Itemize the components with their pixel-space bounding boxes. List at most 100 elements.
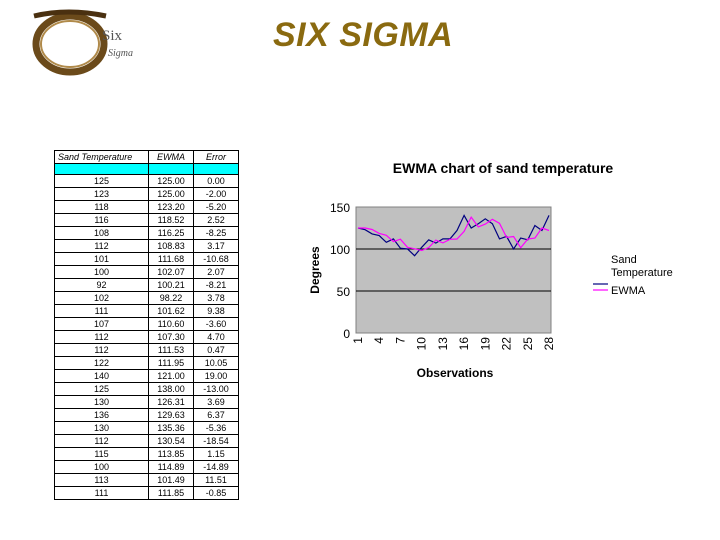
table-header-row: Sand Temperature EWMA Error bbox=[54, 150, 239, 164]
cell-sand-temperature: 130 bbox=[54, 395, 149, 409]
cell-sand-temperature: 112 bbox=[54, 343, 149, 357]
cell-sand-temperature: 101 bbox=[54, 252, 149, 266]
table-highlight-row bbox=[54, 163, 239, 175]
table-row: 140 121.00 19.00 bbox=[54, 369, 239, 383]
table-row: 130 135.36 -5.36 bbox=[54, 421, 239, 435]
cell-sand-temperature: 113 bbox=[54, 473, 149, 487]
cell-error: 0.00 bbox=[193, 174, 239, 188]
y-tick-label: 100 bbox=[330, 243, 350, 257]
table-row: 123 125.00 -2.00 bbox=[54, 187, 239, 201]
cell-error: -0.85 bbox=[193, 486, 239, 500]
x-tick-label: 22 bbox=[500, 337, 514, 351]
x-tick-label: 25 bbox=[521, 337, 535, 351]
cell-error: -8.25 bbox=[193, 226, 239, 240]
cell-ewma: 107.30 bbox=[148, 330, 194, 344]
cell-error: 3.17 bbox=[193, 239, 239, 253]
cell-sand-temperature: 130 bbox=[54, 421, 149, 435]
cell-ewma: 118.52 bbox=[148, 213, 194, 227]
cell-error: -3.60 bbox=[193, 317, 239, 331]
y-tick-label: 0 bbox=[343, 327, 350, 341]
cell-error: -18.54 bbox=[193, 434, 239, 448]
column-header-error: Error bbox=[193, 150, 239, 164]
cell-ewma: 111.68 bbox=[148, 252, 194, 266]
cell-error: -2.00 bbox=[193, 187, 239, 201]
cell-ewma: 108.83 bbox=[148, 239, 194, 253]
cell-error: -8.21 bbox=[193, 278, 239, 292]
table-row: 100 114.89 -14.89 bbox=[54, 460, 239, 474]
cell-ewma: 114.89 bbox=[148, 460, 194, 474]
cell-ewma: 121.00 bbox=[148, 369, 194, 383]
cell-sand-temperature: 92 bbox=[54, 278, 149, 292]
y-axis-label: Degrees bbox=[308, 246, 322, 294]
table-row: 115 113.85 1.15 bbox=[54, 447, 239, 461]
table-row: 92 100.21 -8.21 bbox=[54, 278, 239, 292]
cell-sand-temperature: 112 bbox=[54, 239, 149, 253]
cell-ewma: 123.20 bbox=[148, 200, 194, 214]
table-row: 130 126.31 3.69 bbox=[54, 395, 239, 409]
cell-sand-temperature: 100 bbox=[54, 460, 149, 474]
legend-label-ewma: EWMA bbox=[611, 285, 646, 297]
cell-error: 3.78 bbox=[193, 291, 239, 305]
x-axis-ticks: 1 4 7 10 13 16 19 22 25 28 bbox=[351, 337, 556, 351]
grid-lines bbox=[356, 248, 551, 292]
cell-ewma: 135.36 bbox=[148, 421, 194, 435]
table-row: 111 101.62 9.38 bbox=[54, 304, 239, 318]
cell-sand-temperature: 112 bbox=[54, 434, 149, 448]
table-row: 125 125.00 0.00 bbox=[54, 174, 239, 188]
table-row: 113 101.49 11.51 bbox=[54, 473, 239, 487]
cell-error: 3.69 bbox=[193, 395, 239, 409]
cell-error: 2.07 bbox=[193, 265, 239, 279]
cell-ewma: 101.49 bbox=[148, 473, 194, 487]
cell-sand-temperature: 107 bbox=[54, 317, 149, 331]
logo-sigma-text: Sigma bbox=[108, 48, 133, 59]
cell-error: 1.15 bbox=[193, 447, 239, 461]
logo-ring bbox=[32, 12, 108, 76]
y-axis-ticks: 0 50 100 150 bbox=[330, 201, 350, 341]
x-axis-label: Observations bbox=[417, 366, 494, 380]
table-row: 122 111.95 10.05 bbox=[54, 356, 239, 370]
table-row: 102 98.22 3.78 bbox=[54, 291, 239, 305]
chart-legend: Sand Temperature EWMA bbox=[593, 254, 673, 297]
cell-ewma: 100.21 bbox=[148, 278, 194, 292]
logo-ring-inner bbox=[40, 20, 100, 68]
cell-ewma: 129.63 bbox=[148, 408, 194, 422]
cell-ewma: 116.25 bbox=[148, 226, 194, 240]
cell-error: 6.37 bbox=[193, 408, 239, 422]
cell-sand-temperature: 111 bbox=[54, 304, 149, 318]
series-lines bbox=[357, 214, 550, 257]
six-sigma-logo: Six Sigma bbox=[32, 9, 133, 76]
cell-sand-temperature: 111 bbox=[54, 486, 149, 500]
table-body: 125 125.00 0.00 123 125.00 -2.00 118 123.20 -5.2… bbox=[54, 163, 239, 500]
cell-error: 10.05 bbox=[193, 356, 239, 370]
x-tick-label: 7 bbox=[393, 337, 407, 344]
cell-sand-temperature: 108 bbox=[54, 226, 149, 240]
logo-six-text: Six bbox=[102, 28, 123, 44]
cell-sand-temperature: 115 bbox=[54, 447, 149, 461]
cell-ewma: 138.00 bbox=[148, 382, 194, 396]
cell-sand-temperature: 122 bbox=[54, 356, 149, 370]
table-row: 108 116.25 -8.25 bbox=[54, 226, 239, 240]
cell-sand-temperature: 123 bbox=[54, 187, 149, 201]
cell-sand-temperature: 112 bbox=[54, 330, 149, 344]
plot-area bbox=[355, 206, 552, 334]
table-row: 111 111.85 -0.85 bbox=[54, 486, 239, 500]
cell-sand-temperature: 125 bbox=[54, 382, 149, 396]
cell-error: -14.89 bbox=[193, 460, 239, 474]
cell-sand-temperature: 100 bbox=[54, 265, 149, 279]
ewma-data-table: Sand Temperature EWMA Error 125 125.00 0.0… bbox=[54, 150, 239, 500]
logo-swoosh bbox=[33, 9, 107, 19]
cell-error: -5.36 bbox=[193, 421, 239, 435]
cell-ewma: 102.07 bbox=[148, 265, 194, 279]
table-row: 136 129.63 6.37 bbox=[54, 408, 239, 422]
cell-sand-temperature: 116 bbox=[54, 213, 149, 227]
x-tick-label: 16 bbox=[457, 337, 471, 351]
cell-error: 2.52 bbox=[193, 213, 239, 227]
ewma-line bbox=[358, 215, 550, 252]
table-row: 112 130.54 -18.54 bbox=[54, 434, 239, 448]
cell-sand-temperature: 136 bbox=[54, 408, 149, 422]
cell-ewma: 111.95 bbox=[148, 356, 194, 370]
cell-ewma: 110.60 bbox=[148, 317, 194, 331]
cell-error: -5.20 bbox=[193, 200, 239, 214]
cell-ewma: 125.00 bbox=[148, 174, 194, 188]
y-tick-label: 50 bbox=[337, 285, 351, 299]
